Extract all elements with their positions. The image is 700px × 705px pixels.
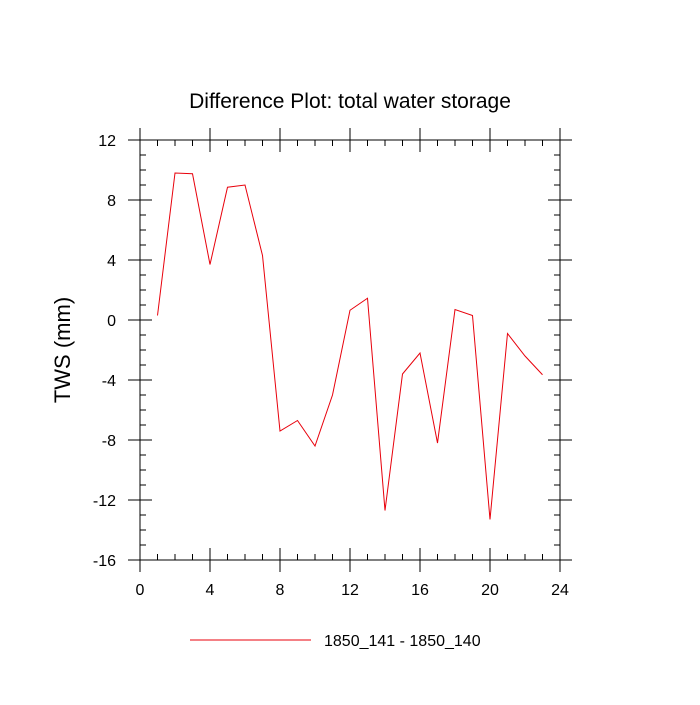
y-tick-label: 4 xyxy=(107,253,116,270)
y-axis-label: TWS (mm) xyxy=(50,297,75,403)
legend-label: 1850_141 - 1850_140 xyxy=(324,633,481,650)
y-tick-label: 12 xyxy=(98,133,116,150)
x-tick-label: 4 xyxy=(206,582,215,599)
x-tick-label: 16 xyxy=(411,582,429,599)
axis-tick-labels: 0 4 8 12 16 20 24 -16 -12 -8 -4 0 4 8 12 xyxy=(93,133,569,599)
y-tick-label: -16 xyxy=(93,553,116,570)
plot-frame xyxy=(139,139,561,561)
x-tick-label: 8 xyxy=(276,582,285,599)
x-tick-label: 20 xyxy=(481,582,499,599)
y-tick-label: 8 xyxy=(107,193,116,210)
y-tick-label: -12 xyxy=(93,493,116,510)
chart-title: Difference Plot: total water storage xyxy=(189,90,511,113)
series-line xyxy=(157,172,543,520)
x-tick-label: 24 xyxy=(551,582,569,599)
axis-ticks xyxy=(128,128,572,572)
y-tick-label: -4 xyxy=(102,373,116,390)
legend: 1850_141 - 1850_140 xyxy=(190,633,481,650)
y-tick-label: -8 xyxy=(102,433,116,450)
x-tick-label: 0 xyxy=(136,582,145,599)
series-layer xyxy=(157,172,543,520)
x-tick-label: 12 xyxy=(341,582,359,599)
y-tick-label: 0 xyxy=(107,313,116,330)
